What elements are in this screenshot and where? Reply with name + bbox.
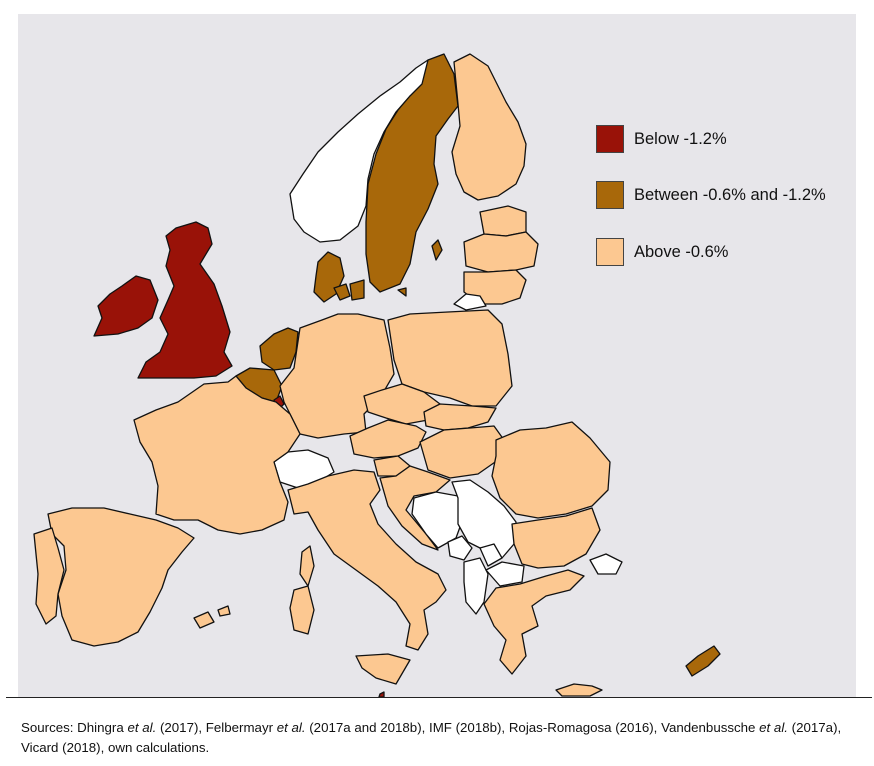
region-slovakia xyxy=(423,403,497,431)
region-kaliningrad xyxy=(453,293,487,311)
region-romania xyxy=(491,421,611,519)
legend-item-below: Below -1.2% xyxy=(596,123,727,155)
region-latvia xyxy=(463,231,539,273)
caption-italic-3: et al. xyxy=(759,720,788,735)
region-sardinia xyxy=(289,585,315,635)
region-france xyxy=(133,375,301,535)
caption-text-3: (2017a and 2018b), IMF (2018b), Rojas-Ro… xyxy=(305,720,760,735)
region-finland xyxy=(451,53,527,201)
region-portugal xyxy=(33,527,65,625)
source-caption: Sources: Dhingra et al. (2017), Felberma… xyxy=(21,718,866,758)
region-turkey-europe xyxy=(589,553,623,575)
region-austria xyxy=(349,419,427,459)
caption-text-4: (2017a), Vicard (2018), own calculations… xyxy=(21,720,842,755)
caption-text-1: Sources: Dhingra xyxy=(21,720,128,735)
region-switzerland xyxy=(273,449,335,489)
region-gotland xyxy=(431,239,443,261)
region-united-kingdom xyxy=(137,221,233,379)
region-spain xyxy=(47,507,195,647)
region-albania xyxy=(463,557,489,615)
region-balearic-1 xyxy=(193,611,215,629)
caption-italic-2: et al. xyxy=(276,720,306,735)
region-corsica xyxy=(299,545,315,587)
region-crete xyxy=(555,683,603,697)
map-frame: Below -1.2% Between -0.6% and -1.2% Abov… xyxy=(18,14,856,697)
region-bornholm xyxy=(397,287,407,297)
region-germany xyxy=(279,313,395,439)
region-bulgaria xyxy=(511,507,601,569)
region-netherlands xyxy=(259,327,299,371)
caption-text-2: (2017), Felbermayr xyxy=(156,720,277,735)
region-croatia xyxy=(379,465,451,551)
legend-swatch-above xyxy=(596,238,624,266)
region-italy xyxy=(287,469,447,651)
region-cyprus xyxy=(685,645,721,677)
region-greece xyxy=(483,569,585,675)
region-hungary xyxy=(419,425,505,479)
region-kosovo xyxy=(479,543,503,567)
legend-item-above: Above -0.6% xyxy=(596,236,728,268)
region-north-macedonia xyxy=(485,561,525,587)
legend-item-between: Between -0.6% and -1.2% xyxy=(596,179,826,211)
europe-map xyxy=(33,53,721,697)
region-serbia xyxy=(451,479,517,559)
caption-italic-1: et al. xyxy=(127,720,157,735)
region-ireland xyxy=(93,275,159,337)
region-denmark-islands-2 xyxy=(349,279,365,301)
caption-divider xyxy=(6,697,872,698)
region-estonia xyxy=(479,205,527,237)
legend-label-below: Below -1.2% xyxy=(634,129,727,148)
region-denmark-islands-1 xyxy=(333,283,351,301)
region-balearic-2 xyxy=(217,605,231,617)
legend-swatch-between xyxy=(596,181,624,209)
region-sicily xyxy=(355,653,411,685)
legend-swatch-below xyxy=(596,125,624,153)
legend-label-above: Above -0.6% xyxy=(634,242,729,261)
region-malta xyxy=(378,691,385,697)
region-montenegro xyxy=(447,535,473,561)
region-sweden xyxy=(365,53,459,293)
legend-label-between: Between -0.6% and -1.2% xyxy=(634,185,826,204)
